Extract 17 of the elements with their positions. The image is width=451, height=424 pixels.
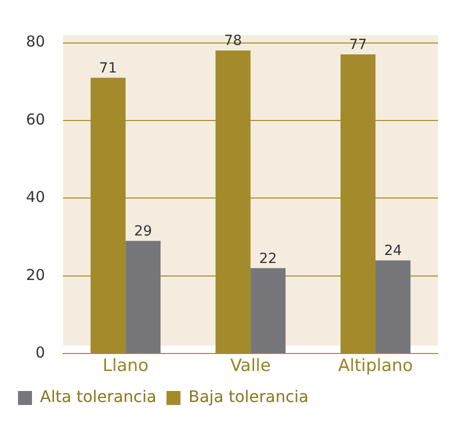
data-label: 24 [384,242,402,259]
legend-label: Alta tolerancia [40,387,156,406]
y-tick-label: 60 [26,110,46,128]
y-tick-label: 40 [26,188,46,206]
legend-label: Baja tolerancia [188,387,309,406]
data-label: 29 [134,224,152,240]
y-tick-label: 0 [36,343,46,362]
x-tick-label: Altiplano [338,356,413,376]
bar [376,260,411,354]
bar [126,240,161,354]
data-label: 71 [99,60,117,76]
x-tick-label: Valle [230,356,271,376]
y-tick-label: 80 [26,32,46,51]
x-tick-label: Llano [102,356,148,376]
data-label: 22 [259,250,277,267]
bar [250,268,286,354]
y-tick-label: 20 [26,266,46,284]
